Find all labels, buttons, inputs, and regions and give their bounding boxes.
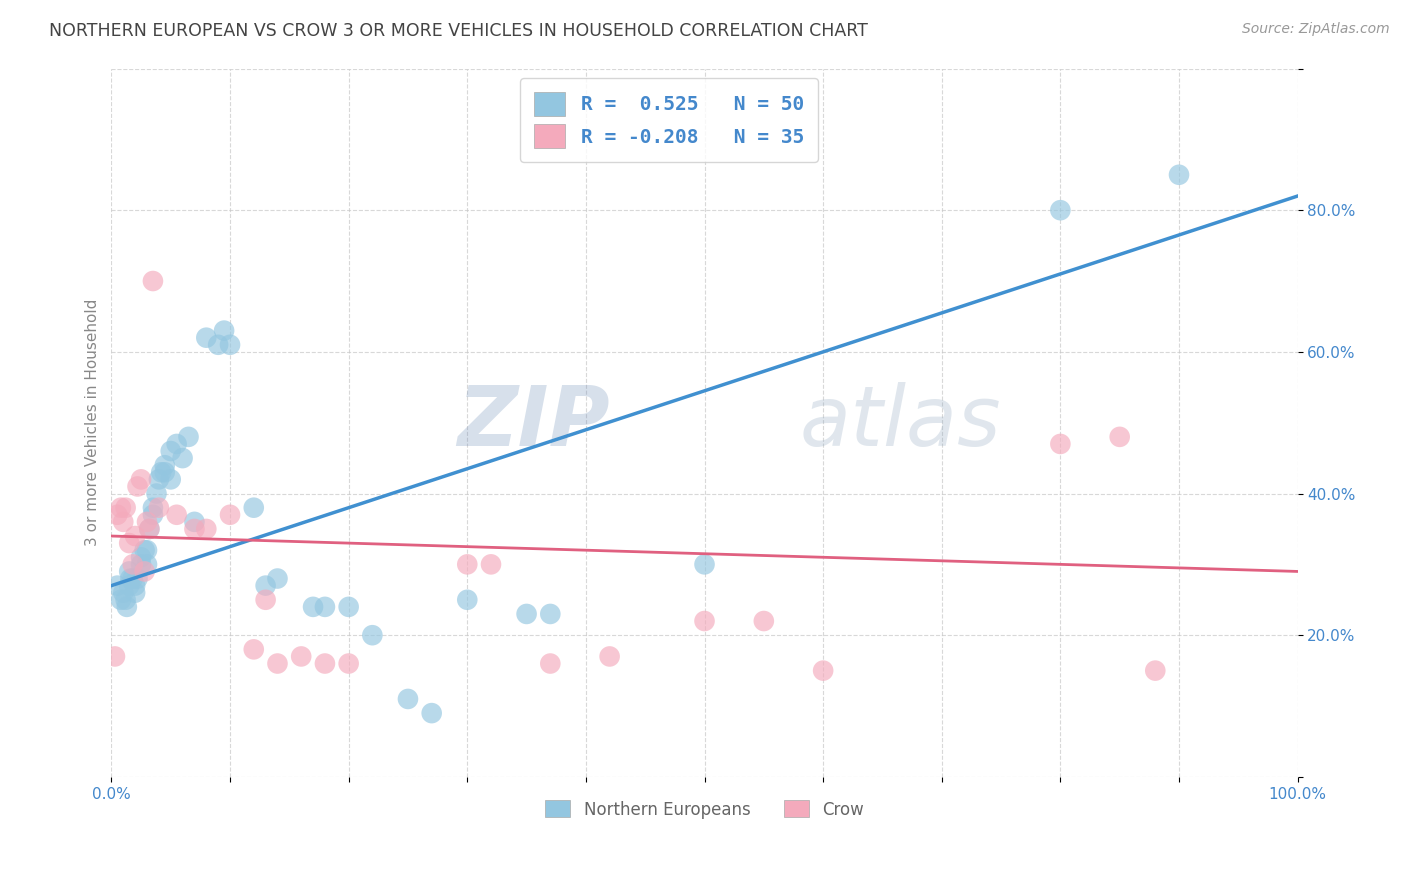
Legend: Northern Europeans, Crow: Northern Europeans, Crow (538, 794, 870, 825)
Text: NORTHERN EUROPEAN VS CROW 3 OR MORE VEHICLES IN HOUSEHOLD CORRELATION CHART: NORTHERN EUROPEAN VS CROW 3 OR MORE VEHI… (49, 22, 868, 40)
Point (166, 437, 188, 451)
Point (145, 486, 167, 500)
Point (134, 565, 156, 579)
Point (219, 508, 242, 522)
Point (266, 657, 288, 671)
Point (538, 607, 561, 621)
Point (166, 508, 188, 522)
Point (693, 614, 716, 628)
Point (538, 657, 561, 671)
Point (266, 572, 288, 586)
Point (129, 472, 152, 486)
Point (177, 430, 200, 444)
Y-axis label: 3 or more Vehicles in Household: 3 or more Vehicles in Household (86, 299, 100, 547)
Text: ZIP: ZIP (457, 382, 610, 463)
Point (172, 451, 194, 466)
Point (302, 599, 325, 614)
Point (127, 479, 149, 493)
Point (121, 572, 143, 586)
Point (456, 592, 478, 607)
Point (136, 543, 159, 558)
Point (396, 692, 419, 706)
Point (290, 649, 312, 664)
Text: atlas: atlas (800, 382, 1001, 463)
Point (110, 592, 132, 607)
Point (314, 657, 336, 671)
Point (150, 465, 173, 479)
Text: Source: ZipAtlas.com: Source: ZipAtlas.com (1241, 22, 1389, 37)
Point (337, 657, 360, 671)
Point (138, 522, 160, 536)
Point (599, 649, 621, 664)
Point (1168, 168, 1191, 182)
Point (129, 550, 152, 565)
Point (118, 536, 141, 550)
Point (420, 706, 443, 720)
Point (148, 472, 170, 486)
Point (136, 558, 159, 572)
Point (142, 500, 165, 515)
Point (516, 607, 538, 621)
Point (183, 522, 205, 536)
Point (110, 500, 132, 515)
Point (118, 579, 141, 593)
Point (114, 500, 136, 515)
Point (219, 338, 242, 352)
Point (195, 522, 218, 536)
Point (124, 585, 146, 599)
Point (361, 628, 384, 642)
Point (127, 572, 149, 586)
Point (1144, 664, 1167, 678)
Point (183, 515, 205, 529)
Point (121, 558, 143, 572)
Point (254, 592, 277, 607)
Point (124, 529, 146, 543)
Point (112, 585, 135, 599)
Point (104, 649, 127, 664)
Point (212, 324, 235, 338)
Point (693, 558, 716, 572)
Point (105, 579, 128, 593)
Point (159, 444, 181, 458)
Point (118, 565, 141, 579)
Point (114, 592, 136, 607)
Point (142, 508, 165, 522)
Point (752, 614, 775, 628)
Point (811, 664, 834, 678)
Point (142, 274, 165, 288)
Point (479, 558, 502, 572)
Point (134, 543, 156, 558)
Point (115, 599, 138, 614)
Point (337, 599, 360, 614)
Point (138, 522, 160, 536)
Point (456, 558, 478, 572)
Point (195, 331, 218, 345)
Point (1049, 203, 1071, 218)
Point (242, 500, 264, 515)
Point (148, 500, 170, 515)
Point (207, 338, 229, 352)
Point (159, 472, 181, 486)
Point (242, 642, 264, 657)
Point (1049, 437, 1071, 451)
Point (129, 558, 152, 572)
Point (153, 465, 176, 479)
Point (1108, 430, 1130, 444)
Point (124, 579, 146, 593)
Point (105, 508, 128, 522)
Point (136, 515, 159, 529)
Point (254, 579, 277, 593)
Point (153, 458, 176, 473)
Point (314, 599, 336, 614)
Point (120, 572, 142, 586)
Point (112, 515, 135, 529)
